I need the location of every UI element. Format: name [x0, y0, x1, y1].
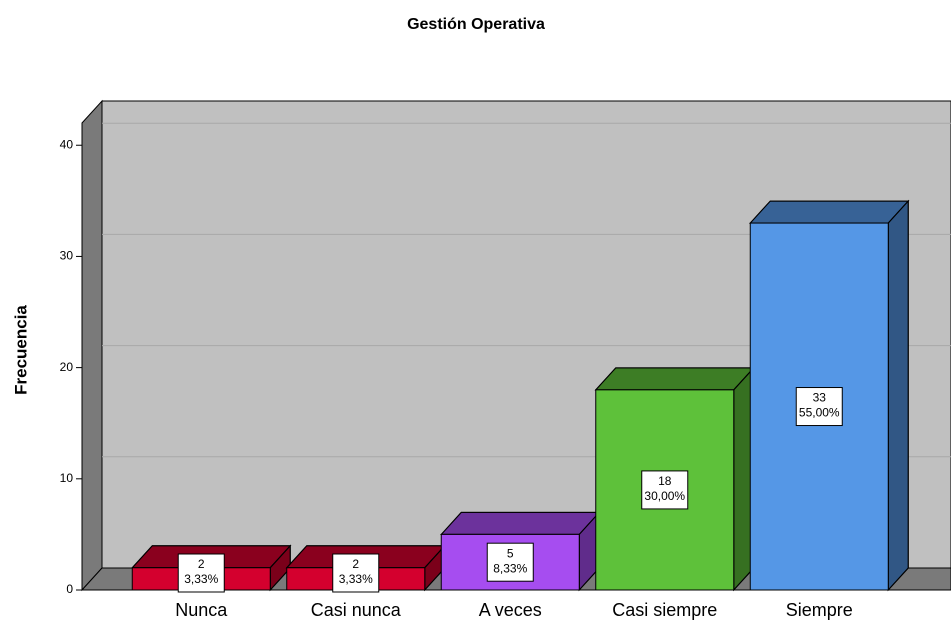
x-tick-label: Siempre: [786, 600, 853, 620]
y-tick-label: 20: [60, 360, 74, 374]
percent-label: 30,00%: [644, 489, 685, 503]
value-label: 33: [813, 391, 827, 405]
bar-top-shade: [749, 200, 910, 224]
chart-title: Gestión Operativa: [407, 16, 545, 33]
y-tick-label: 0: [66, 582, 73, 596]
value-label-box: [486, 542, 534, 582]
bar-top-shade: [594, 367, 755, 391]
y-tick-label: 40: [60, 137, 74, 151]
value-label-box: [177, 553, 225, 593]
value-label: 2: [352, 557, 359, 571]
value-label: 18: [658, 474, 672, 488]
x-tick-label: Casi nunca: [311, 600, 402, 620]
y-tick-label: 30: [60, 249, 74, 263]
x-tick-label: A veces: [479, 600, 542, 620]
percent-label: 55,00%: [799, 406, 840, 420]
x-tick-label: Nunca: [175, 600, 228, 620]
x-tick-label: Casi siempre: [612, 600, 717, 620]
percent-label: 3,33%: [339, 572, 373, 586]
value-label: 5: [507, 546, 514, 560]
y-tick-label: 10: [60, 471, 74, 485]
percent-label: 8,33%: [493, 561, 527, 575]
bar-side-shade: [887, 199, 909, 592]
left-wall: [81, 99, 103, 592]
bar-top-shade: [440, 511, 601, 535]
value-label-box: [795, 387, 843, 427]
percent-label: 3,33%: [184, 572, 218, 586]
y-axis-title: Frecuencia: [11, 305, 30, 395]
value-label-box: [332, 553, 380, 593]
value-label: 2: [198, 557, 205, 571]
value-label-box: [641, 470, 689, 510]
